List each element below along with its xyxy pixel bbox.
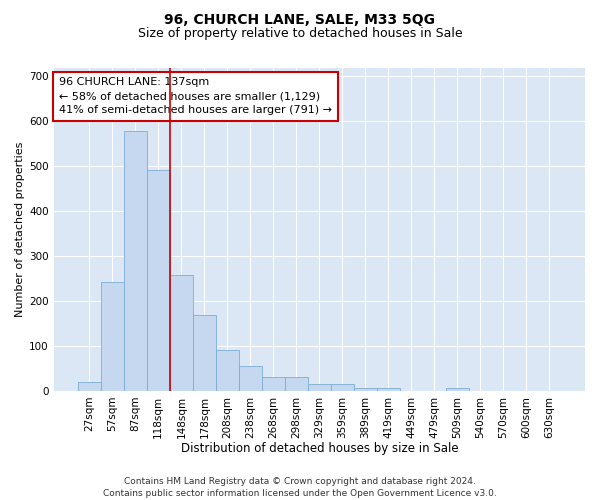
Text: Contains HM Land Registry data © Crown copyright and database right 2024.
Contai: Contains HM Land Registry data © Crown c… bbox=[103, 476, 497, 498]
Bar bbox=[78, 382, 101, 391]
Bar bbox=[446, 388, 469, 391]
Text: 96, CHURCH LANE, SALE, M33 5QG: 96, CHURCH LANE, SALE, M33 5QG bbox=[164, 12, 436, 26]
Bar bbox=[170, 275, 193, 391]
Bar bbox=[239, 366, 262, 391]
Bar bbox=[262, 378, 285, 391]
Bar bbox=[216, 350, 239, 391]
Bar bbox=[193, 316, 216, 391]
Bar bbox=[331, 384, 354, 391]
Y-axis label: Number of detached properties: Number of detached properties bbox=[15, 142, 25, 317]
Bar bbox=[285, 378, 308, 391]
Bar bbox=[147, 170, 170, 391]
Text: 96 CHURCH LANE: 137sqm
← 58% of detached houses are smaller (1,129)
41% of semi-: 96 CHURCH LANE: 137sqm ← 58% of detached… bbox=[59, 77, 332, 115]
Bar bbox=[124, 132, 147, 391]
Bar bbox=[354, 388, 377, 391]
Bar bbox=[101, 282, 124, 391]
Bar bbox=[377, 388, 400, 391]
Bar bbox=[308, 384, 331, 391]
Text: Size of property relative to detached houses in Sale: Size of property relative to detached ho… bbox=[137, 28, 463, 40]
X-axis label: Distribution of detached houses by size in Sale: Distribution of detached houses by size … bbox=[181, 442, 458, 455]
